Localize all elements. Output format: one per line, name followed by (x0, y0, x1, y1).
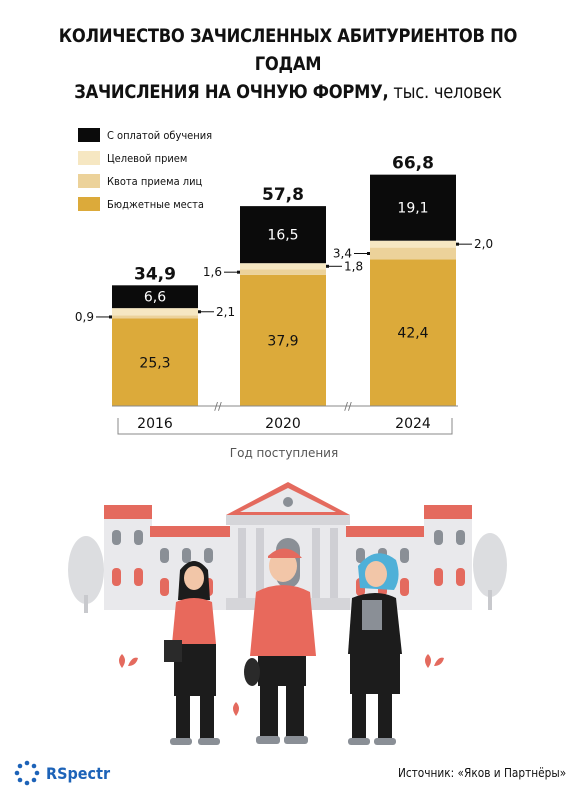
left-building (104, 505, 234, 610)
total-label: 34,9 (134, 264, 176, 284)
student-boy-middle (244, 548, 316, 744)
data-label: 1,6 (203, 265, 222, 279)
logo-text: RSpectr (46, 763, 111, 783)
plant-sprouts (119, 654, 444, 716)
leader-dot (367, 251, 370, 255)
data-label: 42,4 (397, 326, 428, 342)
legend-swatch (78, 128, 100, 142)
total-label: 66,8 (392, 154, 434, 174)
bar-segment (240, 206, 326, 264)
leader-dot (326, 264, 329, 268)
axis-break: // (214, 400, 222, 413)
bar-segment (240, 263, 326, 270)
title-line-2-bold: ЗАЧИСЛЕНИЯ НА ОЧНУЮ ФОРМУ, (74, 81, 389, 103)
student-girl-right (348, 553, 402, 745)
bar-segment (112, 308, 198, 316)
bar-segment (370, 259, 456, 406)
campus-students-illustration (68, 482, 507, 745)
x-tick-label: 2024 (395, 416, 431, 432)
title-line-1: КОЛИЧЕСТВО ЗАЧИСЛЕННЫХ АБИТУРИЕНТОВ ПО Г… (58, 25, 518, 75)
bar-segment (240, 269, 326, 275)
data-label: 37,9 (267, 333, 298, 349)
data-label: 16,5 (267, 228, 298, 244)
legend-label: Квота приема лиц (107, 176, 202, 189)
x-tick-label: 2016 (137, 416, 173, 432)
data-label: 19,1 (397, 201, 428, 217)
student-girl-left (164, 561, 220, 745)
bar-segment (370, 240, 456, 248)
data-label: 6,6 (144, 290, 166, 306)
trees (68, 533, 507, 613)
right-building (344, 505, 472, 610)
data-label: 0,9 (75, 310, 94, 324)
total-label: 57,8 (262, 185, 304, 205)
chart-legend: С оплатой обучения Целевой прием Квота при… (78, 128, 212, 211)
leader-dot (198, 310, 201, 314)
data-label: 25,3 (139, 355, 170, 371)
leader-dot (456, 242, 459, 246)
leader-dot (237, 270, 240, 274)
x-tick-label: 2020 (265, 416, 301, 432)
bar-segment (112, 285, 198, 309)
bar-segment (370, 247, 456, 260)
bar-segment (112, 318, 198, 406)
page-title: КОЛИЧЕСТВО ЗАЧИСЛЕННЫХ АБИТУРИЕНТОВ ПО Г… (40, 22, 535, 106)
data-label: 2,0 (474, 237, 493, 251)
bar-segment (112, 315, 198, 319)
stacked-bar-chart: С оплатой обучения Целевой прием Квота при… (75, 128, 493, 460)
legend-swatch (78, 151, 100, 165)
legend-swatch (78, 174, 100, 188)
bar-segment (370, 174, 456, 241)
legend-label: Целевой прием (107, 153, 187, 166)
legend-label: Бюджетные места (107, 199, 204, 212)
leader-dot (109, 315, 112, 319)
x-axis-label: Год поступления (230, 446, 338, 460)
legend-label: С оплатой обучения (107, 130, 212, 143)
chart-x-axis: // // 2016 2020 2024 Год поступления (112, 400, 458, 460)
axis-break: // (344, 400, 352, 413)
bar-segment (240, 274, 326, 406)
title-unit: тыс. человек (388, 81, 502, 103)
data-label: 3,4 (333, 246, 352, 260)
title-line-2: ЗАЧИСЛЕНИЯ НА ОЧНУЮ ФОРМУ, тыс. человек (40, 78, 535, 106)
axis-bracket (117, 418, 453, 435)
chart-bars: 25,3 6,6 0,9 2,1 34,9 37,9 16,5 1,6 1,8 57,8 42,4 1… (75, 154, 493, 406)
rspectr-logo: RSpectr (14, 760, 117, 786)
legend-swatch (78, 197, 100, 211)
logo-icon (14, 760, 40, 786)
data-label: 1,8 (344, 259, 363, 273)
source-note: Источник: «Яков и Партнёры» (397, 766, 566, 780)
data-label: 2,1 (216, 305, 235, 319)
